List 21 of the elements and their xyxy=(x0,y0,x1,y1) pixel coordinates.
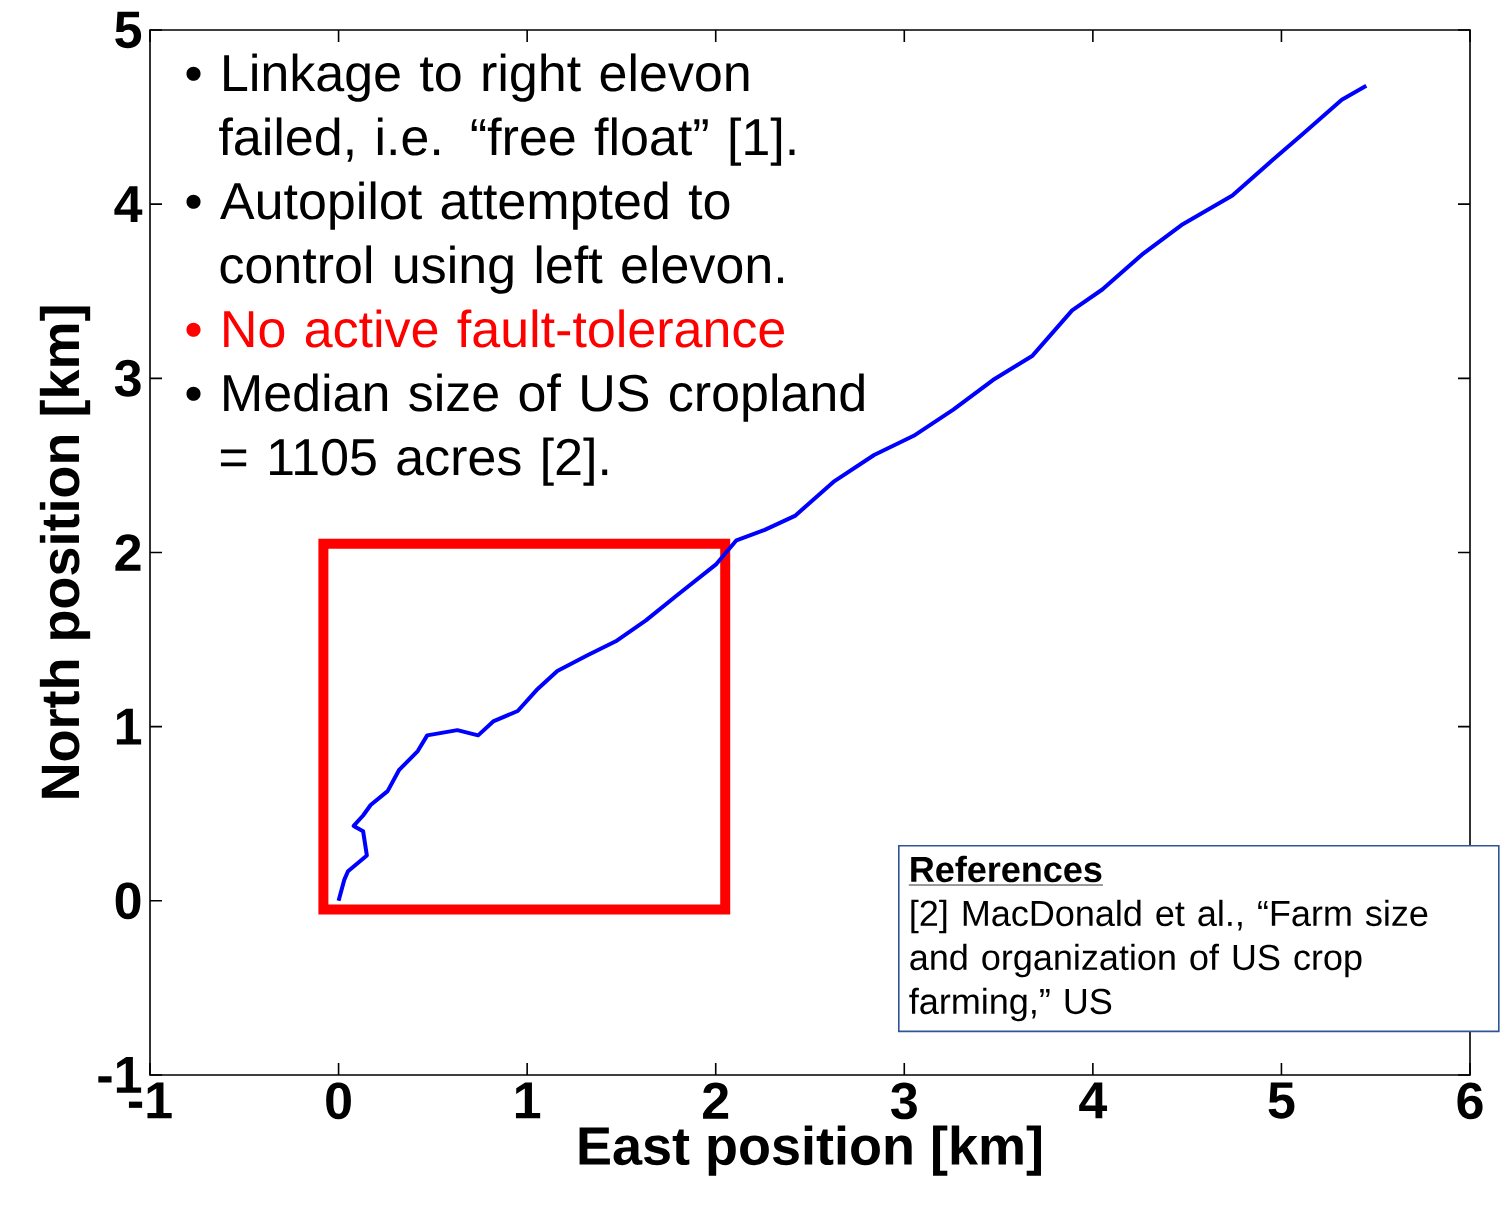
x-tick-label: 6 xyxy=(1457,1082,1483,1120)
annotation: • No active fault-tolerance xyxy=(186,309,784,348)
annotation: • Autopilot attempted to control using left elevon. xyxy=(186,181,783,294)
y-tick-label: 1 xyxy=(116,708,142,745)
annotation: • Median size of US cropland = 1105 acres [2]. xyxy=(186,373,864,486)
y-axis-title: North position [km] xyxy=(39,306,91,798)
x-tick-label: 3 xyxy=(891,1082,917,1120)
y-tick-label: 0 xyxy=(115,882,141,920)
x-tick-label: 1 xyxy=(515,1082,541,1119)
annotation: • Linkage to right elevon failed, i.e. “free float” [1]. xyxy=(186,53,795,166)
y-tick-label: 5 xyxy=(115,11,142,49)
x-tick-label: 4 xyxy=(1079,1082,1108,1119)
x-tick-label: 5 xyxy=(1268,1082,1295,1119)
x-tick-label: 0 xyxy=(326,1082,351,1120)
x-axis-title: East position [km] xyxy=(579,1125,1041,1176)
y-tick-label: 2 xyxy=(115,534,141,571)
annotation: [2] MacDonald et al., “Farm size and organization of US crop farming,” US xyxy=(909,899,1428,1022)
x-tick-label: 2 xyxy=(703,1082,729,1119)
y-tick-label: 3 xyxy=(114,359,141,397)
annotation: References xyxy=(911,855,1102,883)
y-tick-label: 4 xyxy=(114,186,143,223)
